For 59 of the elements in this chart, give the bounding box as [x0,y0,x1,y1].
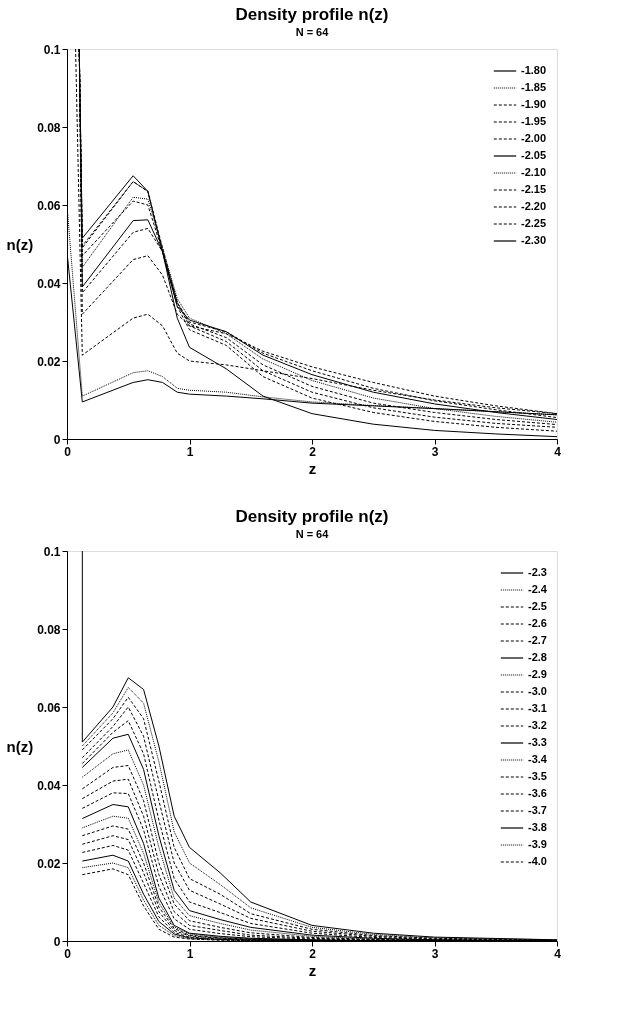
legend-label: -2.7 [528,634,547,646]
x-tick-label: 4 [554,946,562,961]
x-tick-label: 0 [64,444,72,459]
chart-subtitle: N = 64 [295,528,330,540]
y-tick-label: 0.08 [37,622,61,637]
x-axis-title: z [308,459,317,477]
legend-label: -2.8 [528,651,547,663]
legend-label: -3.4 [528,753,548,765]
legend-label: -3.9 [528,838,547,850]
legend-label: -3.8 [528,821,547,833]
y-tick-label: 0.06 [37,198,61,213]
legend-label: -1.95 [521,115,547,127]
y-axis-title: n(z) [6,235,34,253]
y-tick-label: 0.04 [37,778,61,793]
x-tick-label: 1 [186,946,194,961]
legend-label: -2.25 [521,217,547,229]
x-axis-title: z [308,961,317,979]
x-tick-label: 2 [309,946,317,961]
legend-label: -2.05 [521,149,547,161]
legend-label: -3.3 [528,736,547,748]
chart-title: Density profile n(z) [235,5,389,24]
y-tick-label: 0 [53,934,61,949]
y-tick-label: 0 [53,432,61,447]
legend-label: -1.85 [521,81,547,93]
legend-label: -3.7 [528,804,547,816]
y-tick-label: 0.06 [37,700,61,715]
legend-label: -2.10 [521,166,547,178]
legend-label: -2.20 [521,200,547,212]
legend-label: -3.5 [528,770,547,782]
y-tick-label: 0.08 [37,120,61,135]
legend-label: -2.5 [528,600,547,612]
legend-label: -2.9 [528,668,547,680]
y-tick-label: 0.1 [43,42,61,57]
legend-label: -2.3 [528,566,547,578]
legend-label: -2.00 [521,132,547,144]
x-tick-label: 2 [309,444,317,459]
x-tick-label: 4 [554,444,562,459]
legend-label: -1.90 [521,98,547,110]
legend-label: -3.0 [528,685,547,697]
y-axis-title: n(z) [6,737,34,755]
y-tick-label: 0.1 [43,544,61,559]
chart-title: Density profile n(z) [235,507,389,526]
x-tick-label: 3 [431,444,439,459]
legend-label: -2.6 [528,617,547,629]
y-tick-label: 0.02 [37,856,61,871]
legend-label: -4.0 [528,855,547,867]
y-tick-label: 0.04 [37,276,61,291]
x-tick-label: 1 [186,444,194,459]
legend-label: -3.1 [528,702,547,714]
chart-subtitle: N = 64 [295,26,330,38]
legend-label: -3.6 [528,787,547,799]
legend-label: -2.4 [528,583,548,595]
y-tick-label: 0.02 [37,354,61,369]
legend-label: -2.15 [521,183,547,195]
legend-label: -2.30 [521,234,547,246]
legend-label: -1.80 [521,64,547,76]
legend-label: -3.2 [528,719,547,731]
x-tick-label: 3 [431,946,439,961]
x-tick-label: 0 [64,946,72,961]
